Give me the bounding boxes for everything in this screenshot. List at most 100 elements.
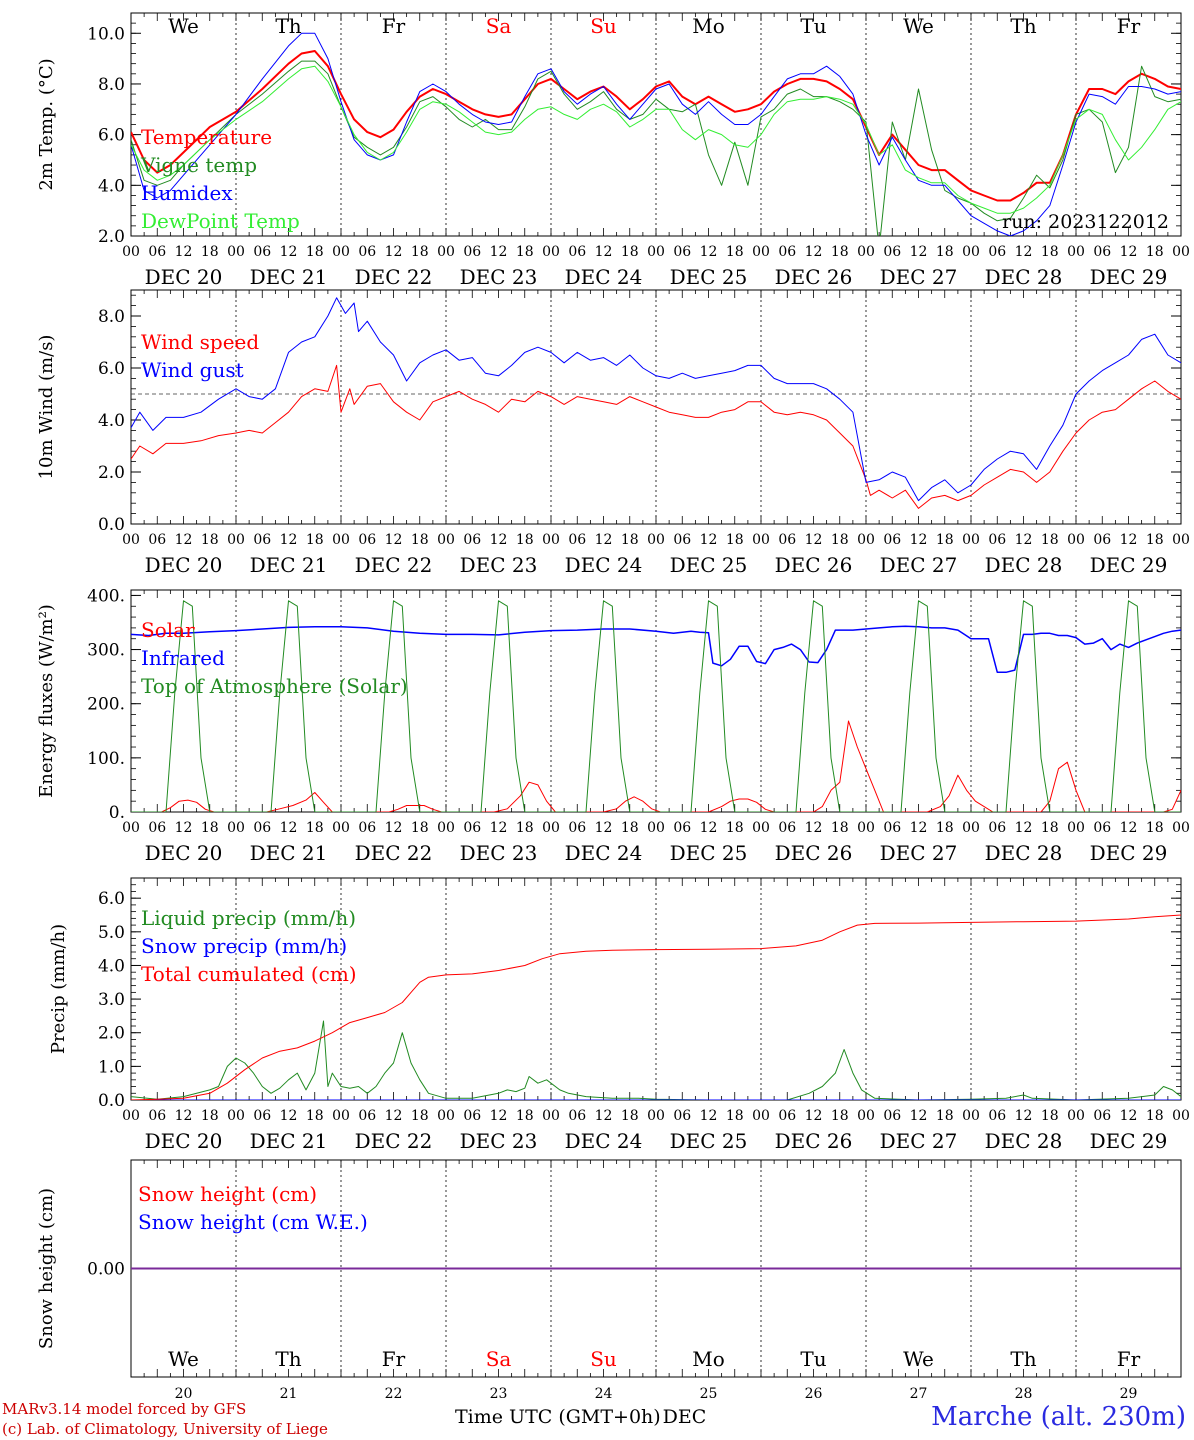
x-axis-title: Time UTC (GMT+0h) bbox=[455, 1406, 661, 1428]
x-hour-label: 12 bbox=[175, 820, 193, 836]
x-hour-label: 06 bbox=[253, 244, 271, 260]
x-date-label: DEC 25 bbox=[670, 553, 748, 577]
x-hour-label: 06 bbox=[253, 1108, 271, 1124]
x-hour-label: 12 bbox=[385, 820, 403, 836]
x-date-label: DEC 22 bbox=[355, 1129, 433, 1153]
series-line-solar bbox=[131, 720, 1181, 812]
x-hour-label: 00 bbox=[752, 820, 770, 836]
x-date-label: DEC 24 bbox=[565, 1129, 643, 1153]
x-hour-label: 12 bbox=[490, 1108, 508, 1124]
x-hour-label: 12 bbox=[700, 244, 718, 260]
x-hour-label: 18 bbox=[726, 820, 744, 836]
legend-entry-liquid-precip-mm-h: Liquid precip (mm/h) bbox=[141, 906, 356, 930]
weekday-label: Sa bbox=[486, 1347, 512, 1371]
legend-entry-wind-speed: Wind speed bbox=[141, 330, 259, 354]
x-hour-label: 06 bbox=[778, 244, 796, 260]
x-date-label: DEC 27 bbox=[880, 1129, 958, 1153]
x-hour-label: 12 bbox=[1015, 820, 1033, 836]
x-hour-label: 06 bbox=[358, 244, 376, 260]
x-hour-label: 00 bbox=[1172, 820, 1190, 836]
y-axis-label: Precip (mm/h) bbox=[48, 924, 69, 1054]
x-hour-label: 18 bbox=[411, 244, 429, 260]
day-number-label: 22 bbox=[385, 1386, 403, 1400]
x-hour-label: 00 bbox=[962, 244, 980, 260]
x-hour-label: 06 bbox=[988, 532, 1006, 548]
x-hour-label: 18 bbox=[1041, 820, 1059, 836]
x-hour-label: 18 bbox=[411, 1108, 429, 1124]
x-hour-label: 12 bbox=[595, 820, 613, 836]
x-hour-label: 18 bbox=[936, 820, 954, 836]
y-axis-label: 2m Temp. (°C) bbox=[36, 58, 57, 190]
x-hour-label: 12 bbox=[1015, 244, 1033, 260]
weekday-label: Su bbox=[590, 14, 617, 38]
x-hour-label: 00 bbox=[1172, 244, 1190, 260]
meteogram: 2.0 4.0 6.0 8.0 10.0 2m Temp. (°C) Temperature… bbox=[36, 12, 1190, 1400]
x-hour-label: 00 bbox=[437, 532, 455, 548]
x-date-label: DEC 27 bbox=[880, 265, 958, 289]
run-annotation: run: 2023122012 bbox=[1002, 211, 1169, 233]
x-hour-label: 06 bbox=[778, 820, 796, 836]
x-hour-label: 18 bbox=[306, 1108, 324, 1124]
x-hour-label: 18 bbox=[1146, 1108, 1164, 1124]
x-hour-label: 18 bbox=[306, 532, 324, 548]
legend-entry-infrared: Infrared bbox=[141, 646, 225, 670]
x-hour-label: 06 bbox=[568, 1108, 586, 1124]
day-number-label: 26 bbox=[805, 1386, 823, 1400]
x-hour-label: 12 bbox=[700, 532, 718, 548]
legend-entry-snow-height-cm: Snow height (cm) bbox=[138, 1182, 317, 1206]
x-hour-label: 00 bbox=[962, 532, 980, 548]
x-hour-label: 06 bbox=[1093, 532, 1111, 548]
x-hour-label: 18 bbox=[411, 532, 429, 548]
series-line-wind-speed bbox=[131, 364, 1181, 509]
series-line-total-cumulated-cm bbox=[131, 914, 1181, 1100]
x-date-label: DEC 20 bbox=[145, 1129, 223, 1153]
x-hour-label: 12 bbox=[805, 244, 823, 260]
day-number-label: 20 bbox=[175, 1386, 193, 1400]
x-hour-label: 18 bbox=[306, 244, 324, 260]
x-hour-label: 06 bbox=[988, 820, 1006, 836]
x-hour-label: 18 bbox=[621, 532, 639, 548]
x-hour-label: 12 bbox=[385, 244, 403, 260]
weekday-label: Fr bbox=[1117, 14, 1141, 38]
y-tick-label: 6.0 bbox=[98, 889, 125, 909]
y-tick-label: 4.0 bbox=[98, 176, 125, 196]
legend-entry-wind-gust: Wind gust bbox=[141, 358, 244, 382]
x-hour-label: 06 bbox=[253, 532, 271, 548]
x-hour-label: 00 bbox=[1067, 1108, 1085, 1124]
x-date-label: DEC 27 bbox=[880, 553, 958, 577]
x-hour-label: 00 bbox=[542, 820, 560, 836]
series-line-infrared bbox=[131, 625, 1181, 674]
y-tick-label: 100. bbox=[87, 749, 125, 769]
x-hour-label: 18 bbox=[831, 244, 849, 260]
x-hour-label: 06 bbox=[253, 820, 271, 836]
x-date-label: DEC 20 bbox=[145, 841, 223, 865]
x-hour-label: 00 bbox=[752, 532, 770, 548]
day-number-label: 29 bbox=[1120, 1386, 1138, 1400]
x-hour-label: 06 bbox=[1093, 820, 1111, 836]
y-tick-label: 4.0 bbox=[98, 411, 125, 431]
weekday-label: We bbox=[903, 14, 934, 38]
weekday-label: Mo bbox=[692, 1347, 725, 1371]
y-tick-label: 10.0 bbox=[87, 24, 125, 44]
x-hour-label: 06 bbox=[673, 532, 691, 548]
x-hour-label: 18 bbox=[621, 1108, 639, 1124]
x-hour-label: 12 bbox=[595, 532, 613, 548]
x-date-label: DEC 21 bbox=[250, 553, 328, 577]
x-hour-label: 18 bbox=[936, 244, 954, 260]
y-tick-label: 400. bbox=[87, 586, 125, 606]
x-date-label: DEC 23 bbox=[460, 265, 538, 289]
x-hour-label: 00 bbox=[437, 1108, 455, 1124]
legend-entry-total-cumulated-cm: Total cumulated (cm) bbox=[141, 962, 357, 986]
x-hour-label: 12 bbox=[595, 1108, 613, 1124]
x-hour-label: 06 bbox=[883, 244, 901, 260]
x-date-label: DEC 22 bbox=[355, 265, 433, 289]
x-hour-label: 12 bbox=[700, 820, 718, 836]
x-hour-label: 12 bbox=[280, 244, 298, 260]
x-hour-label: 00 bbox=[332, 820, 350, 836]
y-tick-label: 5.0 bbox=[98, 923, 125, 943]
x-hour-label: 12 bbox=[385, 1108, 403, 1124]
x-hour-label: 00 bbox=[122, 244, 140, 260]
model-credit: MARv3.14 model forced by GFS bbox=[2, 1400, 247, 1418]
y-tick-label: 6.0 bbox=[98, 126, 125, 146]
x-hour-label: 12 bbox=[805, 1108, 823, 1124]
